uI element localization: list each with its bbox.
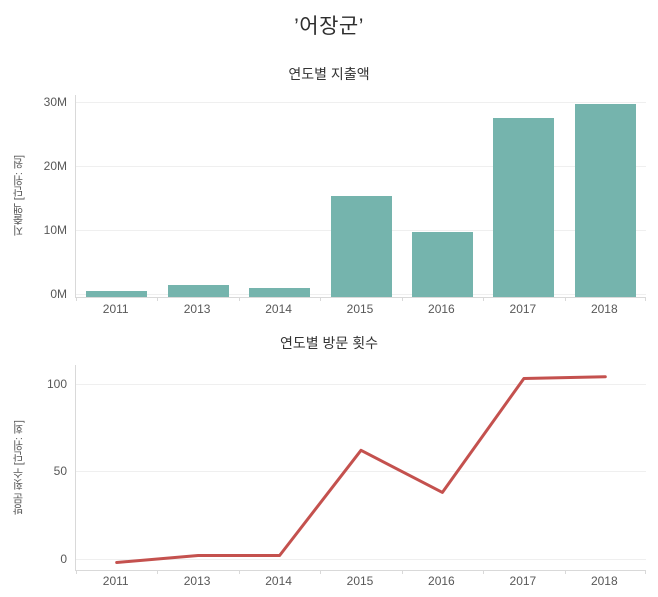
visits-line — [115, 375, 607, 564]
x-tick-label: 2011 — [102, 302, 129, 316]
axis-boundary-tick — [238, 297, 240, 301]
axis-boundary-tick — [483, 570, 485, 574]
gridline — [76, 102, 646, 103]
expenditure-bar — [411, 231, 473, 297]
page-title: ’어장군’ — [294, 15, 364, 38]
expenditure-bar — [493, 118, 555, 297]
axis-boundary-tick — [320, 297, 322, 301]
expenditure-bar — [330, 196, 392, 297]
axis-boundary-tick — [76, 297, 77, 301]
axis-boundary-tick — [645, 297, 646, 301]
expenditure-y-ticks: 0M 10M 20M 30M — [20, 95, 67, 301]
y-tick-label: 30M — [43, 95, 67, 109]
y-tick-label: 20M — [43, 159, 67, 173]
expenditure-bar — [574, 103, 636, 297]
expenditure-x-ticks: 2011 2013 2014 2015 2016 2017 2018 — [75, 302, 645, 318]
expenditure-bar — [86, 290, 148, 297]
x-tick-label: 2017 — [509, 574, 537, 588]
y-tick-label: 50 — [53, 464, 67, 479]
gridline — [76, 471, 646, 473]
x-tick-label: 2018 — [590, 574, 618, 588]
y-tick-label: 100 — [46, 376, 67, 391]
x-tick-label: 2015 — [346, 302, 374, 316]
y-tick-label: 10M — [43, 222, 67, 237]
axis-boundary-tick — [401, 297, 403, 301]
axis-boundary-tick — [564, 570, 566, 574]
gridline — [76, 166, 646, 167]
x-tick-label: 2016 — [428, 302, 455, 316]
gridline — [76, 383, 646, 385]
visits-line-svg — [115, 375, 607, 564]
axis-boundary-tick — [157, 297, 159, 301]
expenditure-bar — [167, 284, 229, 297]
expenditure-bar — [249, 288, 311, 297]
visits-plot-area — [75, 365, 646, 574]
axis-boundary-tick — [320, 570, 322, 574]
y-tick-label: 0M — [50, 286, 67, 301]
expenditure-plot-area — [75, 95, 646, 301]
axis-boundary-tick — [76, 570, 77, 574]
expenditure-chart-title: 연도별 지출액 — [288, 66, 370, 82]
x-tick-label: 2017 — [509, 302, 537, 316]
axis-boundary-tick — [645, 570, 646, 574]
x-tick-label: 2016 — [428, 574, 455, 588]
x-tick-label: 2013 — [183, 302, 211, 316]
axis-boundary-tick — [564, 297, 566, 301]
x-tick-label: 2018 — [590, 302, 618, 316]
y-tick-label: 0 — [60, 552, 67, 566]
axis-boundary-tick — [157, 570, 159, 574]
axis-boundary-tick — [483, 297, 485, 301]
visits-y-ticks: 0 50 100 — [20, 365, 67, 570]
axis-boundary-tick — [401, 570, 403, 574]
visits-x-ticks: 2011 2013 2014 2015 2016 2017 2018 — [75, 574, 645, 590]
x-tick-label: 2014 — [265, 574, 292, 588]
x-tick-label: 2011 — [102, 574, 129, 588]
gridline — [76, 559, 646, 560]
x-tick-label: 2014 — [265, 302, 292, 316]
visits-chart-title: 연도별 방문 횟수 — [280, 335, 378, 351]
axis-boundary-tick — [238, 570, 240, 574]
x-tick-label: 2015 — [346, 574, 374, 588]
x-tick-label: 2013 — [183, 574, 211, 588]
